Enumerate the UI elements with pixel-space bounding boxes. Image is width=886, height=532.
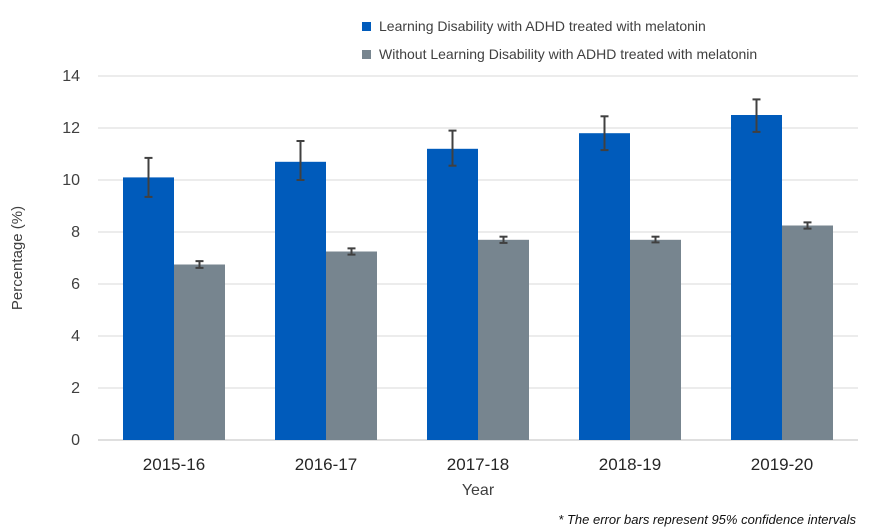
legend-swatch-series-1 (362, 21, 371, 31)
bar (275, 161, 326, 441)
bar (731, 115, 782, 440)
footnote: * The error bars represent 95% confidenc… (558, 512, 856, 527)
x-tick-labels: 2015-16 2016-17 2017-18 2018-19 2019-20 (143, 455, 813, 474)
legend-label-series-1: Learning Disability with ADHD treated wi… (379, 18, 706, 34)
x-axis-label: Year (462, 482, 495, 499)
x-tick-label: 2019-20 (751, 455, 813, 474)
bar (782, 225, 833, 440)
legend-label-series-2: Without Learning Disability with ADHD tr… (379, 46, 758, 62)
x-tick-label: 2015-16 (143, 455, 205, 474)
legend: Learning Disability with ADHD treated wi… (362, 12, 757, 68)
y-tick-labels: 0 2 4 6 8 10 12 14 (62, 68, 80, 449)
y-tick-label: 2 (71, 380, 80, 397)
y-tick-label: 0 (71, 432, 80, 449)
error-bars (144, 98, 812, 269)
bar (326, 251, 377, 440)
bar (123, 177, 174, 440)
bar (427, 148, 478, 441)
x-tick-label: 2017-18 (447, 455, 509, 474)
legend-swatch-series-2 (362, 49, 371, 59)
y-tick-label: 8 (71, 224, 80, 241)
y-tick-label: 6 (71, 276, 80, 293)
y-tick-label: 14 (62, 68, 80, 85)
bar (478, 239, 529, 440)
legend-item-series-1: Learning Disability with ADHD treated wi… (362, 12, 757, 40)
y-tick-label: 4 (71, 328, 80, 345)
bars (123, 115, 833, 441)
bar (174, 264, 225, 440)
bar (579, 133, 630, 440)
y-tick-label: 10 (62, 172, 80, 189)
x-tick-label: 2016-17 (295, 455, 357, 474)
bar (630, 239, 681, 440)
legend-item-series-2: Without Learning Disability with ADHD tr… (362, 40, 757, 68)
y-tick-label: 12 (62, 120, 80, 137)
x-tick-label: 2018-19 (599, 455, 661, 474)
y-axis-label: Percentage (%) (9, 206, 26, 310)
